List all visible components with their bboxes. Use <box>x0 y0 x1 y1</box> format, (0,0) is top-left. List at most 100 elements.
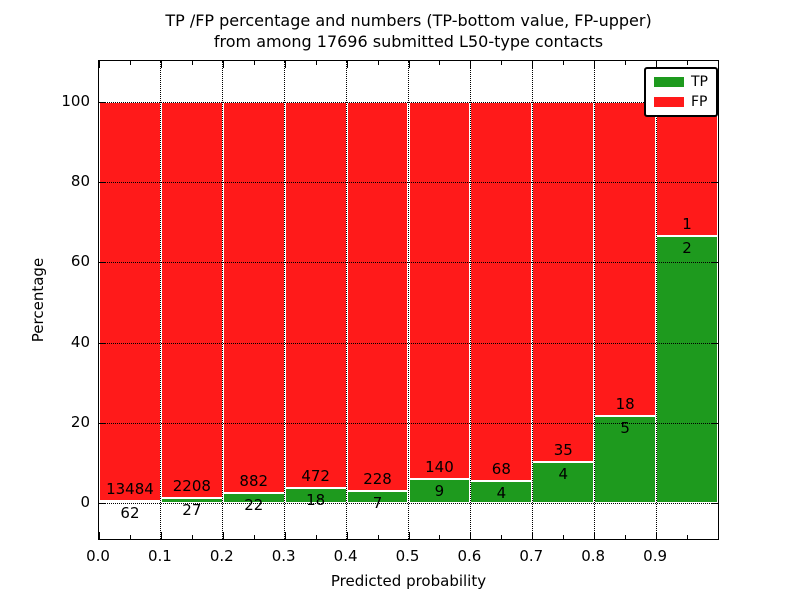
x-minor-tick-bottom <box>129 535 131 539</box>
x-minor-tick-top <box>377 61 379 65</box>
bar-count-label-tp: 4 <box>558 464 569 483</box>
bar-segment-fp <box>470 102 533 481</box>
y-tick-right <box>711 422 718 424</box>
bar-count-label-fp: 35 <box>553 440 573 459</box>
y-tick-label: 20 <box>70 412 90 431</box>
y-tick-label: 40 <box>70 332 90 351</box>
y-tick-label: 60 <box>70 252 90 271</box>
bar-count-label-fp: 228 <box>363 470 392 489</box>
bar-count-label-fp: 882 <box>239 472 269 491</box>
x-tick-bottom <box>532 532 534 539</box>
y-gridline <box>99 102 718 103</box>
x-minor-tick-top <box>563 61 565 65</box>
bar-count-label-tp: 9 <box>434 481 445 500</box>
x-tick-top <box>656 61 658 68</box>
x-gridline <box>346 61 348 539</box>
bar-count-label-tp: 27 <box>182 501 202 520</box>
bar-segment-fp <box>160 102 223 499</box>
bar-segment-tp <box>656 235 718 503</box>
y-gridline <box>99 262 718 264</box>
legend-label-tp: TP <box>691 74 708 90</box>
legend-item-fp: FP <box>646 93 716 113</box>
x-tick-top <box>284 61 286 68</box>
y-tick-left <box>99 342 106 344</box>
x-minor-tick-bottom <box>687 535 689 539</box>
x-gridline <box>469 61 471 539</box>
x-gridline <box>160 61 162 539</box>
bar-count-label-tp: 5 <box>620 418 630 437</box>
bar-count-label-tp: 62 <box>120 504 140 523</box>
x-tick-bottom <box>594 532 596 539</box>
y-axis-label: Percentage <box>29 257 47 343</box>
x-minor-tick-top <box>439 61 441 65</box>
bar-count-label-tp: 2 <box>682 238 692 257</box>
legend-item-tp: TP <box>646 73 716 93</box>
x-minor-tick-bottom <box>253 535 255 539</box>
x-minor-tick-bottom <box>563 535 565 539</box>
y-tick-label: 0 <box>80 493 90 511</box>
chart-title-line1: TP /FP percentage and numbers (TP-bottom… <box>165 11 652 30</box>
x-gridline <box>284 61 286 539</box>
x-minor-tick-top <box>625 61 627 65</box>
y-tick-left <box>99 102 106 103</box>
legend-label-fp: FP <box>691 94 708 110</box>
x-gridline <box>408 61 409 539</box>
x-minor-tick-top <box>191 61 193 65</box>
bar-segment-fp <box>284 102 347 489</box>
y-tick-left <box>99 182 106 184</box>
y-tick-left <box>99 422 106 424</box>
x-tick-label: 0.5 <box>395 547 420 565</box>
bar-segment-fp <box>594 102 657 416</box>
bar-count-label-fp: 68 <box>491 459 511 478</box>
bar-segment-fp <box>532 102 595 462</box>
x-minor-tick-bottom <box>377 535 379 539</box>
x-tick-label: 0.8 <box>581 547 606 565</box>
y-gridline <box>99 342 718 344</box>
chart-title: TP /FP percentage and numbers (TP-bottom… <box>98 10 719 52</box>
x-tick-top <box>532 61 534 68</box>
x-minor-tick-top <box>253 61 255 65</box>
bar-count-label-tp: 22 <box>244 496 264 515</box>
bar-count-label-fp: 13484 <box>106 480 154 499</box>
x-tick-label: 0.3 <box>271 547 296 565</box>
x-tick-label: 0.1 <box>147 547 172 565</box>
plot-area: 13484 62 2208 27 882 22 472 18 228 7 140 9 68 4 35 4 18 5… <box>98 60 719 540</box>
y-gridline <box>99 503 718 504</box>
x-minor-tick-top <box>687 61 689 65</box>
x-tick-bottom <box>284 532 286 539</box>
x-tick-bottom <box>160 532 162 539</box>
x-tick-label: 0.7 <box>519 547 544 565</box>
bar-count-label-fp: 18 <box>615 394 635 413</box>
legend-swatch-fp-icon <box>654 97 684 107</box>
x-minor-tick-bottom <box>625 535 627 539</box>
x-tick-label: 0.6 <box>457 547 482 565</box>
x-tick-label: 0.9 <box>643 547 668 565</box>
bar-count-label-tp: 18 <box>306 491 326 510</box>
x-tick-top <box>470 61 472 68</box>
x-minor-tick-bottom <box>315 535 317 539</box>
x-tick-bottom <box>408 532 410 539</box>
x-minor-tick-top <box>129 61 131 65</box>
x-tick-bottom <box>470 532 472 539</box>
bar-count-label-tp: 7 <box>372 494 383 513</box>
x-tick-top <box>99 61 100 68</box>
bar-segment-tp <box>408 478 471 503</box>
y-gridline <box>99 182 718 184</box>
y-tick-right <box>711 262 718 264</box>
x-tick-label: 0.4 <box>333 547 358 565</box>
bar-count-label-fp: 472 <box>301 467 330 486</box>
bar-count-label-fp: 2208 <box>172 477 211 496</box>
bar-segment-fp <box>99 102 161 502</box>
bar-segment-tp <box>594 415 657 503</box>
x-tick-top <box>408 61 410 68</box>
x-gridline <box>655 61 657 539</box>
x-tick-bottom <box>222 532 224 539</box>
x-axis-label: Predicted probability <box>330 572 487 590</box>
bar-count-label-tp: 4 <box>496 483 507 502</box>
y-tick-label: 80 <box>70 172 90 191</box>
x-minor-tick-bottom <box>501 535 503 539</box>
x-tick-top <box>594 61 596 68</box>
y-tick-left <box>99 262 106 264</box>
y-tick-label: 100 <box>61 92 90 110</box>
